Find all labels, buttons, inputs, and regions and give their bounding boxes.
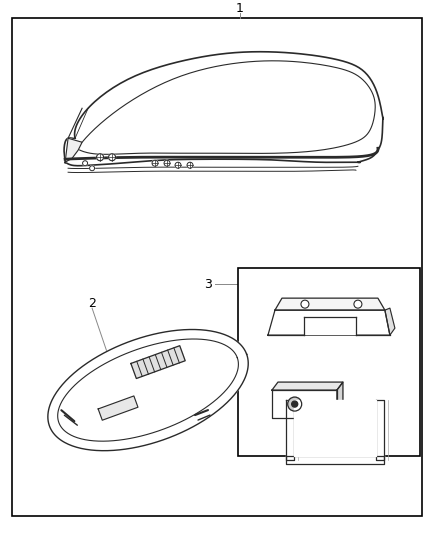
Circle shape [90, 166, 95, 171]
Polygon shape [65, 138, 82, 162]
Polygon shape [272, 390, 337, 418]
Circle shape [301, 300, 309, 308]
Polygon shape [385, 308, 395, 335]
Bar [304, 317, 356, 335]
Circle shape [354, 300, 362, 308]
Text: 1: 1 [236, 2, 244, 15]
Bar [238, 268, 420, 456]
Circle shape [292, 401, 298, 407]
Polygon shape [294, 400, 376, 456]
Polygon shape [64, 52, 383, 166]
Polygon shape [48, 329, 248, 451]
Text: 3: 3 [204, 278, 212, 290]
Polygon shape [337, 382, 343, 418]
Text: 2: 2 [88, 297, 96, 310]
Circle shape [175, 162, 181, 168]
Circle shape [83, 161, 88, 166]
Circle shape [187, 162, 193, 168]
Polygon shape [376, 400, 384, 460]
Polygon shape [275, 298, 385, 310]
Polygon shape [268, 310, 390, 335]
Circle shape [164, 160, 170, 166]
Polygon shape [286, 400, 294, 460]
Circle shape [96, 154, 103, 161]
Polygon shape [272, 382, 343, 390]
Polygon shape [98, 396, 138, 420]
Polygon shape [286, 456, 384, 464]
Circle shape [288, 397, 302, 411]
Circle shape [109, 154, 116, 161]
Polygon shape [131, 346, 185, 378]
Circle shape [152, 160, 158, 166]
